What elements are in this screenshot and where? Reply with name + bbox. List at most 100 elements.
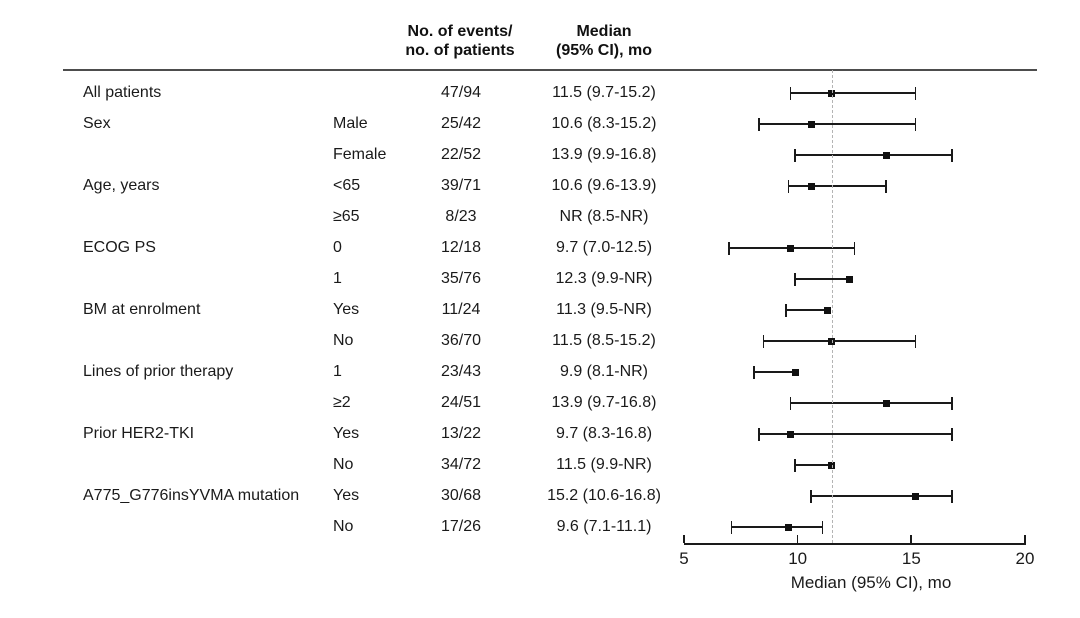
ci-cap-lower [730, 521, 733, 534]
ci-cap-upper [951, 490, 953, 503]
row-median-value: 13.9 (9.7-16.8) [551, 394, 657, 411]
row-subgroup-label: No [333, 456, 354, 473]
row-median-value: 10.6 (8.3-15.2) [551, 115, 657, 132]
median-marker [823, 306, 831, 314]
ci-cap-upper [885, 180, 887, 193]
ci-line [759, 123, 916, 125]
ci-line [790, 92, 916, 94]
ci-cap-upper [821, 521, 824, 534]
ci-line [790, 402, 953, 404]
row-events-value: 25/42 [440, 115, 482, 132]
row-subgroup-label: No [333, 518, 354, 535]
row-events-value: 12/18 [440, 239, 482, 256]
row-group-label: Age, years [83, 177, 160, 194]
median-marker [807, 120, 815, 128]
row-subgroup-label: 0 [333, 239, 342, 256]
events-column-header: No. of events/ no. of patients [350, 22, 570, 60]
median-column-header-line2: (95% CI), mo [555, 42, 652, 59]
row-median-value: 11.5 (9.9-NR) [556, 456, 652, 473]
median-marker [807, 182, 815, 190]
row-median-value: 11.5 (8.5-15.2) [552, 332, 656, 349]
row-median-value: 10.6 (9.6-13.9) [551, 177, 657, 194]
row-subgroup-label: No [333, 332, 354, 349]
row-subgroup-label: Yes [333, 487, 360, 504]
row-events-value: 8/23 [445, 208, 477, 225]
row-median-value: 11.3 (9.5-NR) [556, 301, 652, 318]
ci-line [795, 464, 832, 466]
row-events-value: 47/94 [440, 84, 482, 101]
row-events-value: 11/24 [441, 301, 481, 318]
ci-cap-upper [914, 87, 917, 100]
ci-cap-upper [853, 242, 855, 255]
row-group-label: Sex [83, 115, 111, 132]
median-marker [882, 151, 890, 159]
row-events-value: 22/52 [440, 146, 482, 163]
ci-cap-lower [794, 459, 796, 472]
median-marker [791, 368, 799, 376]
ci-cap-lower [758, 118, 760, 131]
header-rule [63, 69, 1037, 71]
ci-line [788, 185, 887, 187]
row-events-value: 30/68 [440, 487, 482, 504]
ci-cap-upper [951, 149, 953, 162]
row-events-value: 36/70 [440, 332, 482, 349]
median-marker [846, 275, 854, 283]
x-axis-tick-label: 15 [901, 549, 921, 568]
row-median-value: 12.3 (9.9-NR) [555, 270, 653, 287]
ci-line [754, 371, 796, 373]
ci-cap-lower [789, 87, 792, 100]
ci-cap-lower [789, 397, 792, 410]
events-column-header-line2: no. of patients [405, 42, 515, 59]
ci-line [759, 433, 953, 435]
ci-cap-upper [951, 397, 953, 410]
median-column-header-line1: Median [576, 23, 632, 40]
median-marker [785, 523, 793, 531]
row-subgroup-label: Yes [333, 301, 360, 318]
ci-line [795, 278, 850, 280]
row-subgroup-label: Yes [333, 425, 360, 442]
ci-cap-lower [794, 273, 796, 286]
row-group-label: Prior HER2-TKI [83, 425, 195, 442]
ci-cap-upper [951, 428, 953, 441]
median-column-header: Median (95% CI), mo [494, 22, 714, 60]
ci-line [731, 526, 823, 528]
row-group-label: Lines of prior therapy [83, 363, 234, 380]
reference-line [831, 70, 833, 543]
row-subgroup-label: 1 [333, 363, 342, 380]
ci-cap-lower [758, 428, 760, 441]
median-marker [787, 430, 795, 438]
ci-line [763, 340, 916, 342]
ci-cap-upper [914, 118, 917, 131]
ci-cap-lower [785, 304, 787, 317]
row-events-value: 39/71 [440, 177, 482, 194]
x-axis-tick-label: 5 [679, 549, 689, 568]
row-group-label: BM at enrolment [83, 301, 201, 318]
row-events-value: 34/72 [440, 456, 482, 473]
row-median-value: 13.9 (9.9-16.8) [551, 146, 657, 163]
x-axis-line [684, 543, 1026, 545]
ci-cap-upper [914, 335, 917, 348]
row-median-value: 9.7 (8.3-16.8) [555, 425, 653, 442]
median-marker [882, 399, 890, 407]
x-axis-tick-label: 10 [788, 549, 808, 568]
row-group-label: All patients [83, 84, 162, 101]
median-marker [787, 244, 795, 252]
row-events-value: 23/43 [440, 363, 482, 380]
ci-cap-lower [762, 335, 765, 348]
row-events-value: 35/76 [440, 270, 482, 287]
row-median-value: 11.5 (9.7-15.2) [552, 84, 656, 101]
x-axis-tick-label: 20 [1015, 549, 1035, 568]
row-group-label: A775_G776insYVMA mutation [83, 487, 300, 504]
row-median-value: 9.9 (8.1-NR) [559, 363, 649, 380]
ci-cap-lower [810, 490, 812, 503]
row-median-value: NR (8.5-NR) [559, 208, 649, 225]
median-marker [912, 492, 920, 500]
x-axis-tick [910, 535, 912, 543]
ci-cap-lower [787, 180, 790, 193]
row-events-value: 13/22 [440, 425, 482, 442]
ci-cap-lower [753, 366, 755, 379]
x-axis-title: Median (95% CI), mo [790, 573, 952, 592]
row-group-label: ECOG PS [83, 239, 156, 256]
x-axis-tick [1024, 535, 1026, 543]
ci-cap-lower [728, 242, 730, 255]
